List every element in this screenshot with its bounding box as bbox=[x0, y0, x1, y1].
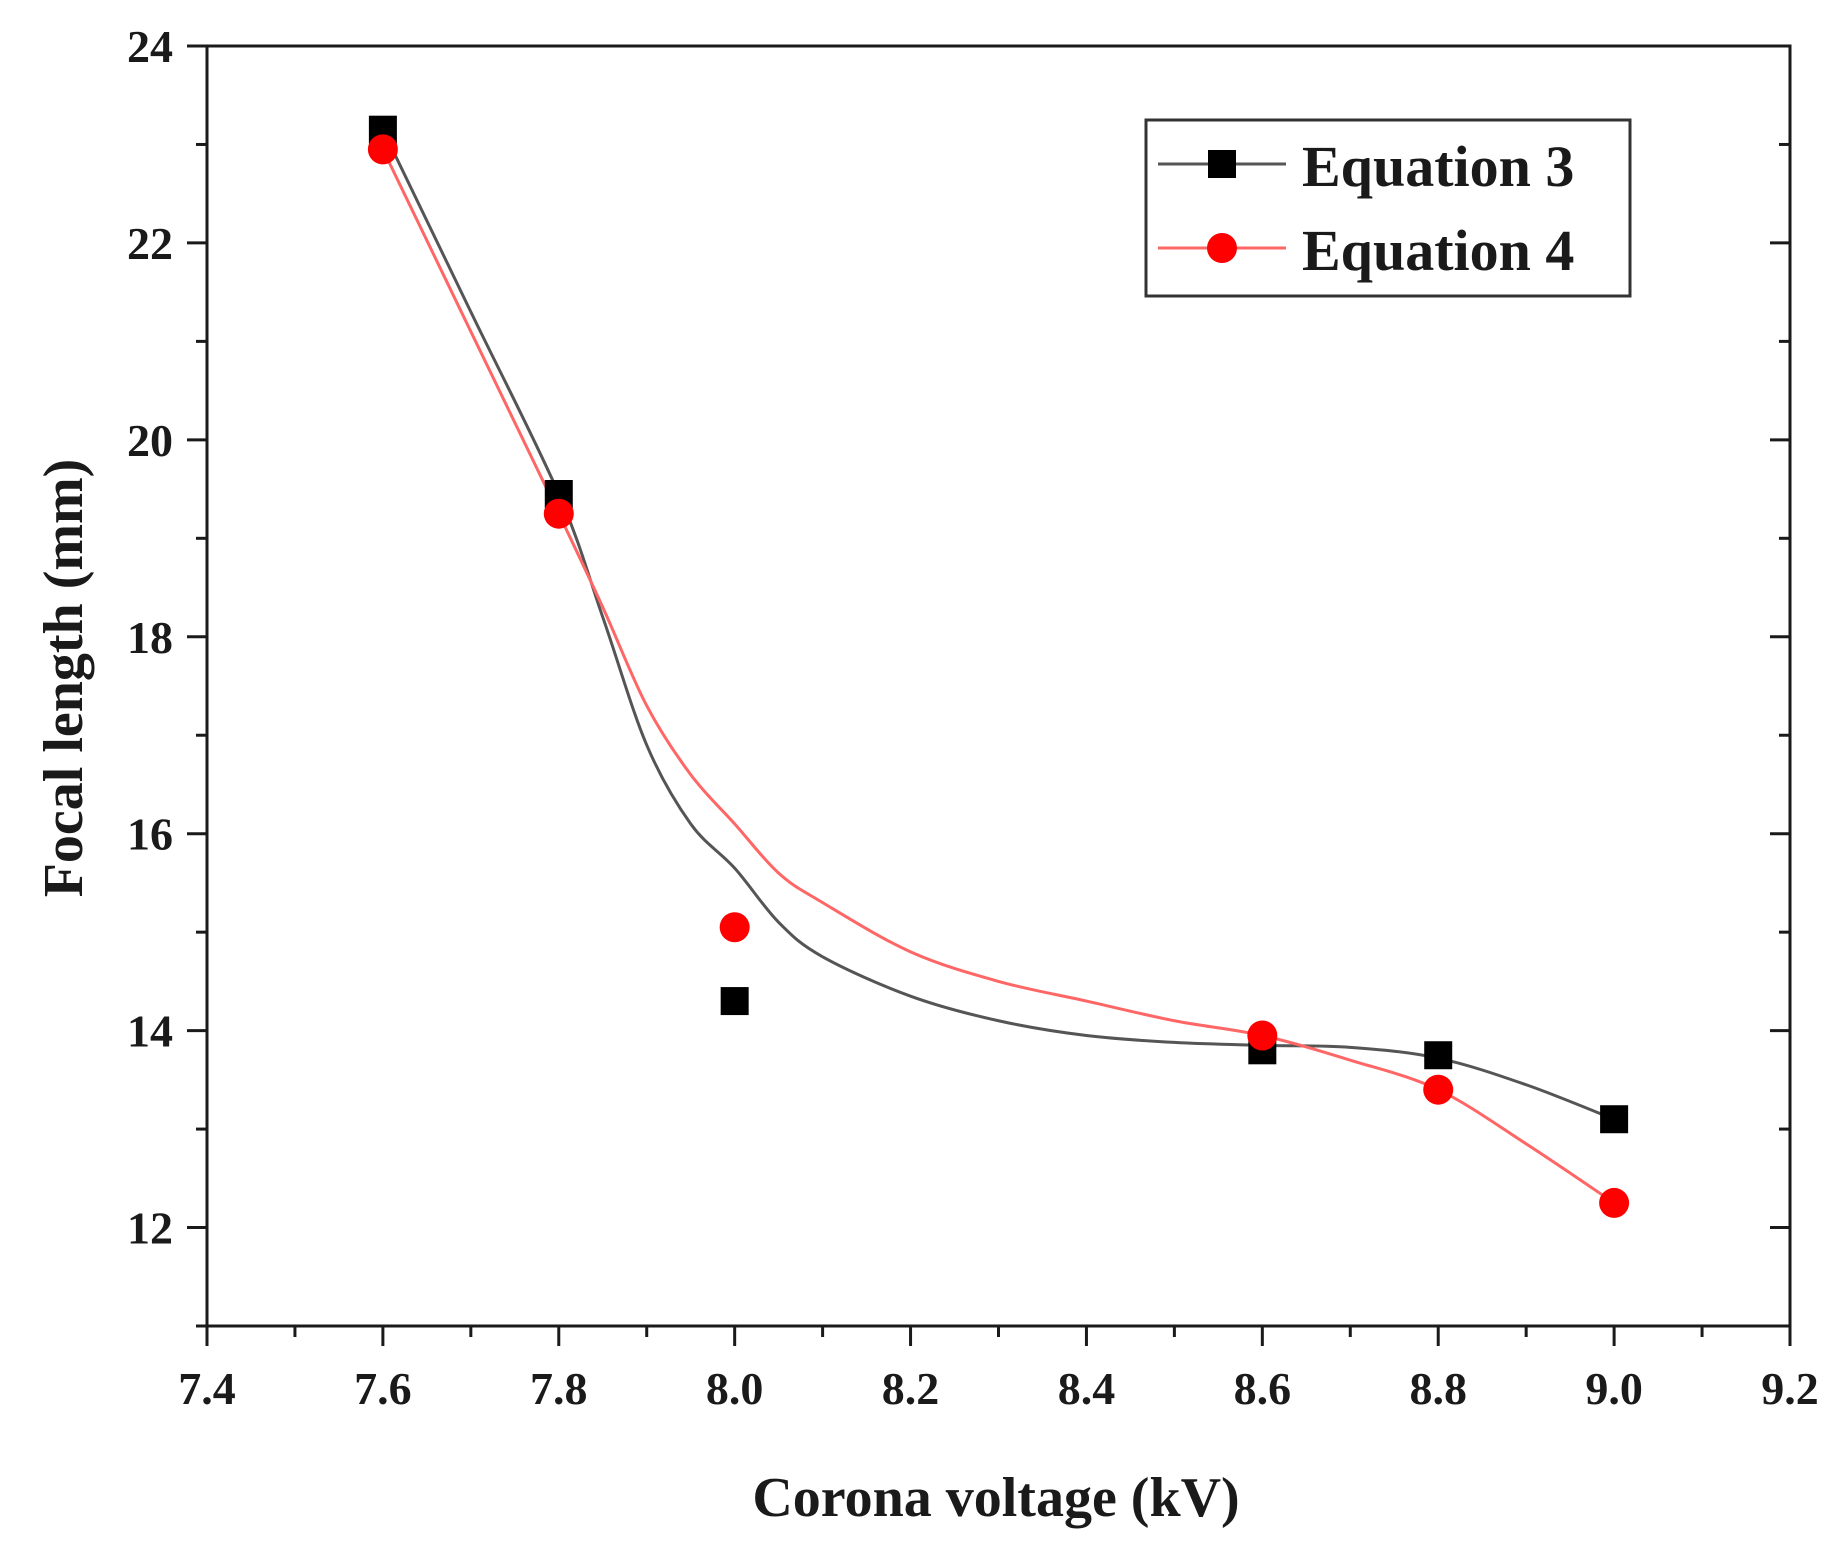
x-tick-label: 7.6 bbox=[354, 1363, 412, 1414]
y-tick-label: 20 bbox=[127, 415, 173, 466]
data-point-equation-4 bbox=[1423, 1074, 1454, 1105]
legend-label-equation-3: Equation 3 bbox=[1302, 134, 1574, 199]
data-point-equation-4 bbox=[1247, 1020, 1278, 1051]
x-axis-title: Corona voltage (kV) bbox=[752, 1467, 1239, 1529]
x-tick-label: 8.6 bbox=[1234, 1363, 1292, 1414]
data-point-equation-4 bbox=[1599, 1187, 1630, 1218]
data-point-equation-3 bbox=[1424, 1041, 1453, 1070]
x-tick-label: 7.4 bbox=[178, 1363, 236, 1414]
data-point-equation-4 bbox=[367, 134, 398, 165]
tick-labels: 7.4 7.6 7.8 8.0 8.2 8.4 8.6 8.8 9.0 9.2 12 14 16 18 20… bbox=[127, 21, 1819, 1414]
ticks bbox=[187, 44, 1792, 1346]
y-tick-label: 16 bbox=[127, 809, 173, 860]
x-tick-label: 8.0 bbox=[706, 1363, 764, 1414]
y-tick-label: 18 bbox=[127, 612, 173, 663]
y-tick-label: 14 bbox=[127, 1006, 173, 1057]
y-tick-label: 22 bbox=[127, 218, 173, 269]
data-point-equation-4 bbox=[719, 912, 750, 943]
x-tick-label: 8.4 bbox=[1058, 1363, 1116, 1414]
data-points bbox=[367, 115, 1630, 1218]
x-tick-label: 8.2 bbox=[882, 1363, 940, 1414]
legend-label-equation-4: Equation 4 bbox=[1302, 218, 1574, 283]
y-axis-title: Focal length (mm) bbox=[33, 459, 95, 898]
x-tick-label: 9.2 bbox=[1761, 1363, 1819, 1414]
legend-marker-equation-3 bbox=[1208, 150, 1236, 178]
data-point-equation-4 bbox=[543, 498, 574, 529]
legend-marker-equation-4 bbox=[1207, 233, 1237, 263]
y-tick-label: 24 bbox=[127, 21, 173, 72]
data-point-equation-3 bbox=[720, 987, 749, 1016]
y-tick-label: 12 bbox=[127, 1203, 173, 1254]
x-tick-label: 7.8 bbox=[530, 1363, 588, 1414]
legend: Equation 3 Equation 4 bbox=[1144, 118, 1632, 298]
legend-box bbox=[1144, 118, 1632, 298]
data-point-equation-3 bbox=[1600, 1105, 1629, 1134]
x-tick-label: 9.0 bbox=[1585, 1363, 1643, 1414]
x-tick-label: 8.8 bbox=[1409, 1363, 1467, 1414]
